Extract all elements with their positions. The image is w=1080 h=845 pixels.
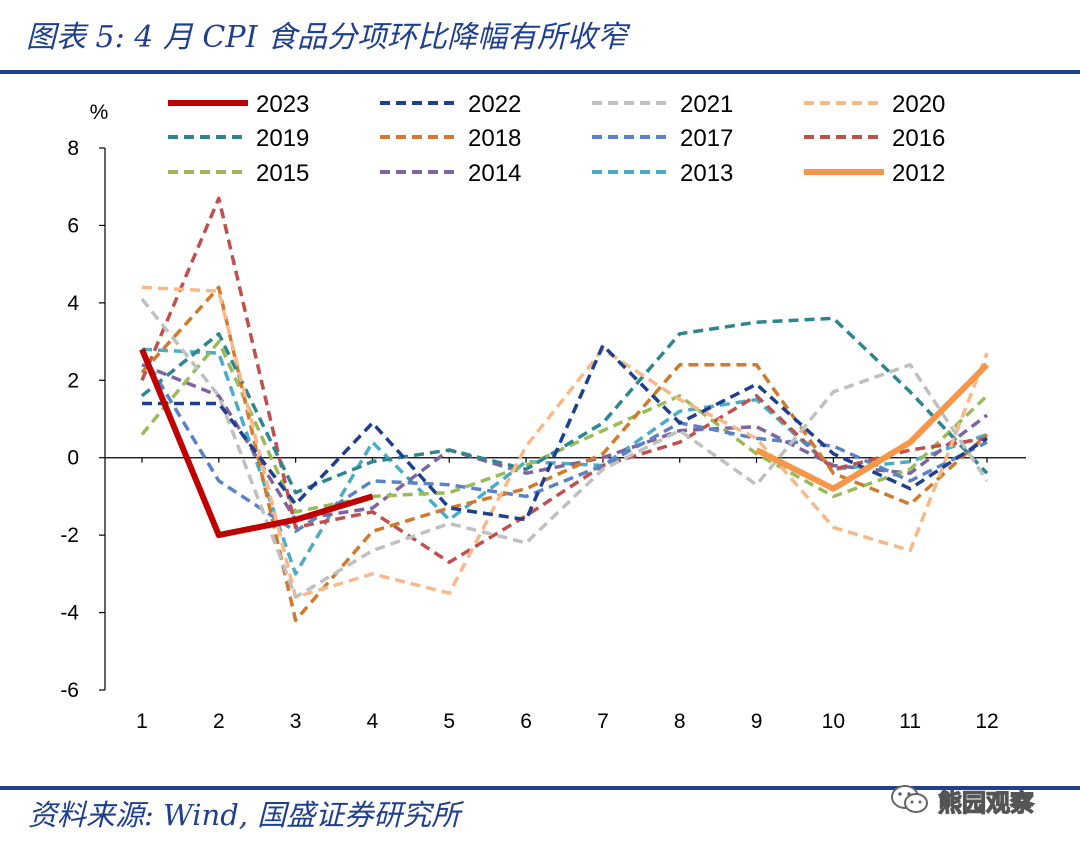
- footer-divider: [0, 786, 1080, 790]
- legend-label: 2020: [892, 91, 945, 118]
- series-line-2015: [140, 339, 989, 514]
- series-line-2020: [141, 285, 989, 599]
- x-tick-label: 1: [136, 710, 148, 733]
- legend-label: 2023: [256, 91, 309, 118]
- legend-label: 2014: [468, 160, 521, 187]
- page-title: 图表 5: 4 月 CPI 食品分项环比降幅有所收窄: [26, 20, 627, 55]
- legend-item-2020: 2020: [804, 91, 945, 118]
- legend-label: 2015: [256, 160, 309, 187]
- x-tick-label: 4: [367, 710, 379, 733]
- legend-label: 2022: [468, 91, 521, 118]
- y-tick-label: 2: [67, 369, 79, 392]
- series-line-2012: [755, 362, 990, 492]
- x-tick-label: 3: [290, 710, 302, 733]
- y-tick-label: -6: [60, 679, 79, 702]
- x-tick-label: 8: [674, 710, 686, 733]
- x-tick-label: 2: [213, 710, 225, 733]
- legend-item-2018: 2018: [380, 125, 521, 152]
- watermark-text: 熊园观察: [937, 788, 1034, 817]
- series-layer: [139, 196, 990, 623]
- legend-label: 2013: [680, 160, 733, 187]
- x-tick-label: 11: [899, 710, 921, 733]
- legend-label: 2016: [892, 125, 945, 152]
- legend-label: 2012: [892, 160, 945, 187]
- y-unit-label: %: [90, 101, 109, 124]
- y-tick-label: 0: [67, 447, 79, 470]
- watermark: 熊园观察: [890, 780, 1035, 820]
- chart-legend: 2023 2022 2021 2020 2019 2018 2017 2016 2015 2014…: [168, 91, 945, 187]
- y-tick-label: -2: [60, 524, 79, 547]
- legend-item-2021: 2021: [592, 91, 733, 118]
- x-tick-label: 10: [822, 710, 845, 733]
- x-tick-label: 7: [597, 710, 609, 733]
- x-tick-label: 6: [520, 710, 532, 733]
- wechat-icon: [891, 785, 928, 813]
- series-line-2022: [142, 343, 988, 522]
- y-tick-label: -4: [60, 602, 79, 625]
- legend-item-2013: 2013: [592, 160, 733, 187]
- legend-item-2019: 2019: [168, 125, 309, 152]
- legend-item-2016: 2016: [804, 125, 945, 152]
- x-tick-label: 5: [443, 710, 455, 733]
- y-tick-label: 6: [67, 214, 79, 237]
- x-tick-label: 12: [975, 710, 998, 733]
- y-tick-label: 4: [67, 292, 79, 315]
- title-divider: [0, 70, 1080, 74]
- legend-label: 2018: [468, 125, 521, 152]
- legend-item-2015: 2015: [168, 160, 309, 187]
- legend-label: 2019: [256, 125, 309, 152]
- series-line-2023: [139, 348, 374, 539]
- series-line-2016: [140, 196, 988, 564]
- x-tick-label: 9: [751, 710, 763, 733]
- legend-label: 2021: [680, 91, 733, 118]
- series-line-2019: [140, 316, 989, 495]
- legend-item-2023: 2023: [168, 91, 309, 118]
- legend-item-2017: 2017: [592, 125, 733, 152]
- legend-item-2012: 2012: [804, 160, 945, 187]
- source-note: 资料来源: Wind, 国盛证券研究所: [28, 798, 461, 832]
- legend-item-2022: 2022: [380, 91, 521, 118]
- series-line-2021: [140, 297, 989, 599]
- legend-label: 2017: [680, 125, 733, 152]
- y-tick-label: 8: [67, 137, 79, 160]
- legend-item-2014: 2014: [380, 160, 521, 187]
